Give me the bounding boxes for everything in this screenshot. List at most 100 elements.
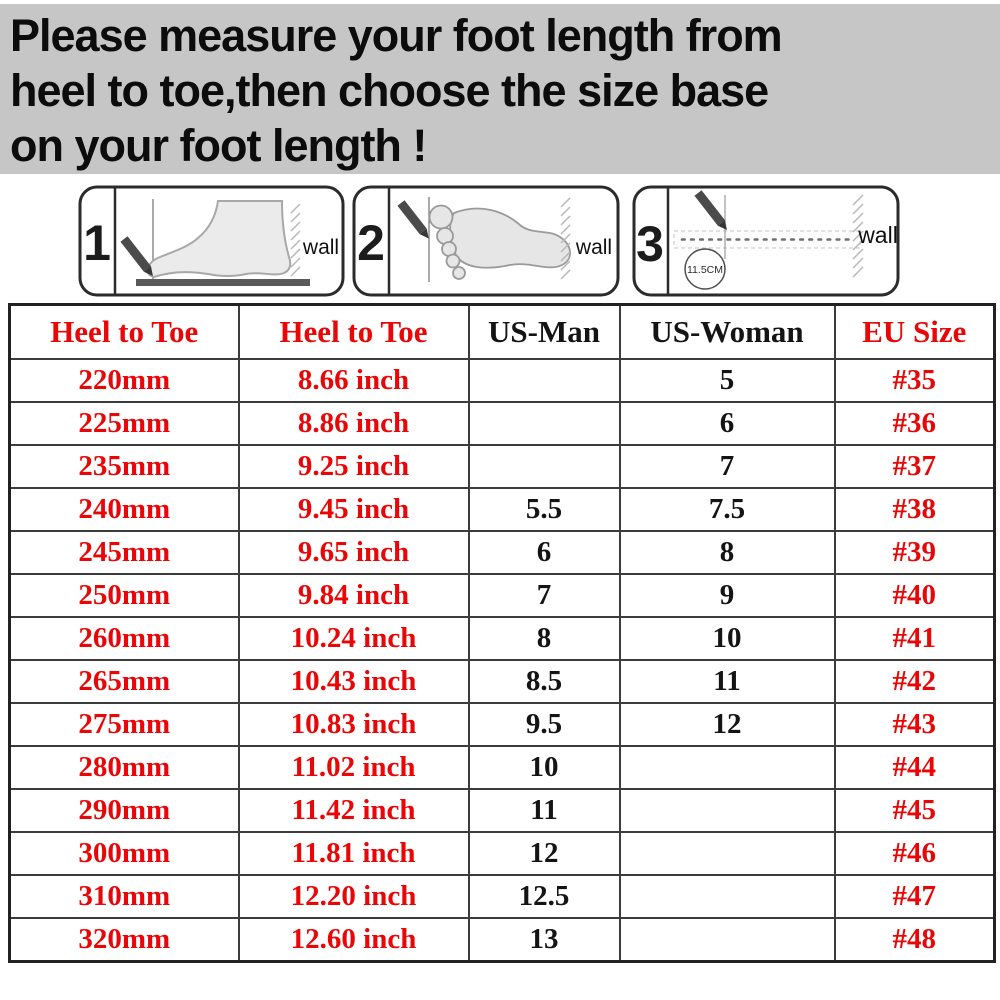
cell-us-man: 10 bbox=[467, 745, 621, 790]
step2-panel: 2 wall bbox=[352, 185, 620, 297]
cell-inch: 12.60 inch bbox=[237, 917, 470, 963]
cell-us-man: 11 bbox=[467, 788, 621, 833]
cell-us-woman: 12 bbox=[618, 702, 836, 747]
cell-us-man bbox=[467, 444, 621, 489]
ground-bar bbox=[136, 279, 310, 286]
cell-mm: 245mm bbox=[8, 530, 240, 575]
cell-us-man: 8 bbox=[467, 616, 621, 661]
cell-us-woman: 9 bbox=[618, 573, 836, 618]
cell-eu: #42 bbox=[833, 659, 996, 704]
size-row: 220mm 8.66 inch 5 #35 bbox=[8, 358, 996, 403]
cell-mm: 260mm bbox=[8, 616, 240, 661]
size-chart-table: Heel to Toe Heel to Toe US-Man US-Woman … bbox=[8, 303, 996, 963]
cell-us-woman bbox=[618, 831, 836, 876]
cell-inch: 10.83 inch bbox=[237, 702, 470, 747]
wall-hatch-icon bbox=[852, 194, 864, 278]
size-row: 250mm 9.84 inch 7 9 #40 bbox=[8, 573, 996, 618]
cell-inch: 10.43 inch bbox=[237, 659, 470, 704]
cell-us-woman bbox=[618, 874, 836, 919]
cell-inch: 9.65 inch bbox=[237, 530, 470, 575]
banner-line-1: Please measure your foot length from bbox=[10, 10, 783, 61]
cell-mm: 320mm bbox=[8, 917, 240, 963]
cell-us-man: 9.5 bbox=[467, 702, 621, 747]
instruction-banner: Please measure your foot length from hee… bbox=[0, 4, 1000, 174]
cell-mm: 235mm bbox=[8, 444, 240, 489]
col-header-us-woman: US-Woman bbox=[618, 303, 836, 360]
cell-eu: #47 bbox=[833, 874, 996, 919]
cell-mm: 310mm bbox=[8, 874, 240, 919]
cell-inch: 9.84 inch bbox=[237, 573, 470, 618]
cell-us-man: 8.5 bbox=[467, 659, 621, 704]
cell-eu: #38 bbox=[833, 487, 996, 532]
ruler-length-label: 11.5CM bbox=[687, 264, 723, 276]
cell-mm: 265mm bbox=[8, 659, 240, 704]
cell-us-woman bbox=[618, 745, 836, 790]
measurement-steps: 1 wall 2 bbox=[0, 185, 1000, 297]
cell-us-woman: 7.5 bbox=[618, 487, 836, 532]
pencil-icon bbox=[120, 236, 153, 277]
step2-number: 2 bbox=[357, 215, 385, 271]
cell-us-man: 5.5 bbox=[467, 487, 621, 532]
cell-eu: #41 bbox=[833, 616, 996, 661]
size-row: 260mm 10.24 inch 8 10 #41 bbox=[8, 616, 996, 661]
cell-mm: 220mm bbox=[8, 358, 240, 403]
cell-us-woman: 6 bbox=[618, 401, 836, 446]
foot-side-icon bbox=[146, 200, 292, 279]
step1-illustration: 1 wall bbox=[78, 185, 345, 297]
pencil-icon bbox=[694, 190, 727, 231]
col-header-us-man: US-Man bbox=[467, 303, 621, 360]
size-row: 240mm 9.45 inch 5.5 7.5 #38 bbox=[8, 487, 996, 532]
cell-us-man: 7 bbox=[467, 573, 621, 618]
footprint-icon bbox=[428, 204, 571, 280]
size-row: 290mm 11.42 inch 11 #45 bbox=[8, 788, 996, 833]
cell-us-man bbox=[467, 401, 621, 446]
cell-eu: #37 bbox=[833, 444, 996, 489]
cell-eu: #44 bbox=[833, 745, 996, 790]
wall-hatch-icon bbox=[560, 197, 571, 280]
cell-eu: #36 bbox=[833, 401, 996, 446]
cell-eu: #43 bbox=[833, 702, 996, 747]
size-row: 235mm 9.25 inch 7 #37 bbox=[8, 444, 996, 489]
cell-us-man: 12.5 bbox=[467, 874, 621, 919]
step3-number: 3 bbox=[636, 216, 664, 272]
size-row: 225mm 8.86 inch 6 #36 bbox=[8, 401, 996, 446]
cell-us-woman: 7 bbox=[618, 444, 836, 489]
pencil-icon bbox=[397, 200, 429, 239]
cell-inch: 9.45 inch bbox=[237, 487, 470, 532]
cell-us-woman bbox=[618, 917, 836, 963]
cell-mm: 250mm bbox=[8, 573, 240, 618]
cell-eu: #39 bbox=[833, 530, 996, 575]
wall-label: wall bbox=[575, 236, 612, 259]
cell-inch: 12.20 inch bbox=[237, 874, 470, 919]
col-header-heel-to-toe-mm: Heel to Toe bbox=[8, 303, 240, 360]
cell-inch: 8.66 inch bbox=[237, 358, 470, 403]
step1-number: 1 bbox=[83, 215, 111, 271]
wall-label: wall bbox=[857, 222, 898, 248]
size-row: 245mm 9.65 inch 6 8 #39 bbox=[8, 530, 996, 575]
size-row: 300mm 11.81 inch 12 #46 bbox=[8, 831, 996, 876]
cell-eu: #35 bbox=[833, 358, 996, 403]
cell-inch: 10.24 inch bbox=[237, 616, 470, 661]
step1-panel: 1 wall bbox=[78, 185, 345, 297]
cell-inch: 11.42 inch bbox=[237, 788, 470, 833]
col-header-heel-to-toe-inch: Heel to Toe bbox=[237, 303, 470, 360]
step3-illustration: 3 11.5CM wall bbox=[632, 185, 900, 297]
step3-panel: 3 11.5CM wall bbox=[632, 185, 900, 297]
cell-inch: 8.86 inch bbox=[237, 401, 470, 446]
wall-label: wall bbox=[302, 236, 339, 259]
cell-mm: 225mm bbox=[8, 401, 240, 446]
size-row: 320mm 12.60 inch 13 #48 bbox=[8, 917, 996, 963]
cell-us-man bbox=[467, 358, 621, 403]
cell-us-woman: 8 bbox=[618, 530, 836, 575]
cell-us-woman bbox=[618, 788, 836, 833]
table-header-row: Heel to Toe Heel to Toe US-Man US-Woman … bbox=[8, 303, 996, 360]
cell-inch: 11.81 inch bbox=[237, 831, 470, 876]
banner-line-2: heel to toe,then choose the size base bbox=[10, 65, 769, 116]
cell-inch: 11.02 inch bbox=[237, 745, 470, 790]
size-row: 265mm 10.43 inch 8.5 11 #42 bbox=[8, 659, 996, 704]
wall-hatch-icon bbox=[290, 203, 301, 277]
size-row: 310mm 12.20 inch 12.5 #47 bbox=[8, 874, 996, 919]
cell-mm: 240mm bbox=[8, 487, 240, 532]
cell-us-woman: 11 bbox=[618, 659, 836, 704]
cell-eu: #48 bbox=[833, 917, 996, 963]
